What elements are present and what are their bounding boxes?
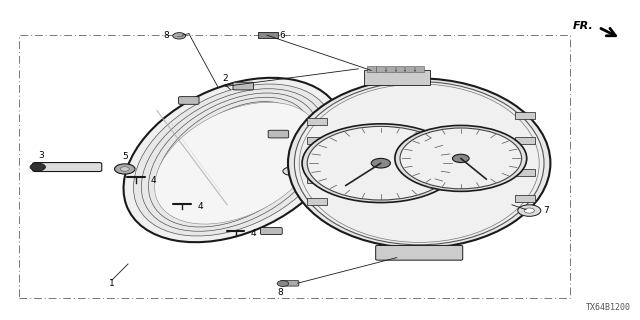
Ellipse shape (124, 78, 344, 242)
Ellipse shape (300, 84, 540, 243)
Circle shape (115, 164, 135, 174)
FancyBboxPatch shape (233, 82, 253, 90)
Text: 4: 4 (150, 176, 156, 185)
Circle shape (173, 33, 186, 39)
FancyBboxPatch shape (376, 66, 385, 72)
Circle shape (452, 154, 469, 163)
Circle shape (283, 167, 300, 175)
FancyBboxPatch shape (515, 112, 535, 119)
FancyBboxPatch shape (415, 66, 424, 72)
FancyBboxPatch shape (405, 66, 414, 72)
FancyBboxPatch shape (515, 169, 535, 176)
FancyBboxPatch shape (386, 66, 395, 72)
Circle shape (400, 128, 522, 189)
Circle shape (395, 125, 527, 191)
Text: 1: 1 (109, 279, 115, 288)
FancyBboxPatch shape (307, 137, 327, 144)
FancyBboxPatch shape (268, 130, 289, 138)
Circle shape (524, 208, 534, 213)
Text: 4: 4 (250, 229, 256, 238)
FancyBboxPatch shape (396, 66, 404, 72)
FancyBboxPatch shape (307, 118, 327, 125)
FancyBboxPatch shape (515, 195, 535, 202)
FancyBboxPatch shape (376, 245, 463, 260)
Text: 7: 7 (543, 206, 549, 215)
Circle shape (518, 205, 541, 216)
Text: 8: 8 (278, 288, 283, 297)
Circle shape (277, 281, 289, 286)
Text: 8: 8 (164, 31, 170, 40)
FancyBboxPatch shape (179, 97, 199, 104)
Text: 2: 2 (223, 74, 228, 83)
Ellipse shape (288, 78, 550, 248)
Ellipse shape (155, 102, 319, 224)
Text: 6: 6 (280, 31, 285, 40)
Text: 5: 5 (122, 152, 127, 161)
FancyBboxPatch shape (280, 281, 299, 286)
Text: TX64B1200: TX64B1200 (586, 303, 630, 312)
FancyBboxPatch shape (307, 198, 327, 205)
Ellipse shape (134, 84, 333, 236)
Text: FR.: FR. (573, 20, 593, 31)
Text: 4: 4 (197, 202, 203, 211)
Circle shape (30, 163, 45, 171)
Circle shape (371, 158, 390, 168)
FancyBboxPatch shape (515, 137, 535, 144)
FancyBboxPatch shape (364, 70, 430, 85)
FancyBboxPatch shape (367, 66, 376, 72)
FancyBboxPatch shape (307, 176, 327, 183)
FancyBboxPatch shape (33, 163, 102, 172)
Circle shape (307, 126, 454, 200)
Ellipse shape (294, 82, 544, 245)
FancyBboxPatch shape (260, 228, 282, 235)
FancyBboxPatch shape (258, 32, 278, 38)
Circle shape (120, 167, 129, 171)
Circle shape (302, 124, 460, 203)
Text: 3: 3 (38, 151, 44, 160)
